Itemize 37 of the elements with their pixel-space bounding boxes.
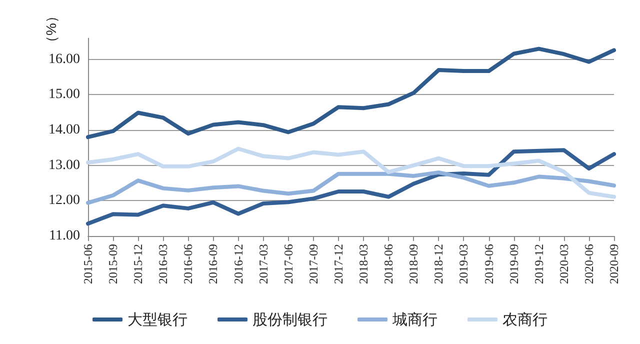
x-tick-label: 2017-12 <box>331 244 346 284</box>
x-tick-label: 2017-03 <box>256 244 270 284</box>
y-tick-label: 15.00 <box>48 87 80 102</box>
x-tick-label: 2018-12 <box>432 244 446 284</box>
x-tick-label: 2017-09 <box>306 244 320 284</box>
x-tick-label: 2018-06 <box>382 244 396 284</box>
x-tick-label: 2020-03 <box>556 244 571 284</box>
legend-label: 城商行 <box>392 310 438 328</box>
x-tick-label: 2020-09 <box>607 244 621 284</box>
x-tick-label: 2018-03 <box>356 244 371 284</box>
line-series <box>86 170 616 205</box>
x-tick-label: 2020-06 <box>582 244 596 284</box>
x-tick-label: 2019-09 <box>506 244 521 284</box>
x-tick-label: 2017-06 <box>281 244 296 284</box>
x-tick-label: 2016-03 <box>156 244 170 284</box>
x-tick-label: 2015-06 <box>81 244 95 284</box>
legend-label: 大型银行 <box>128 310 188 328</box>
x-tick-label: 2019-12 <box>532 244 546 284</box>
y-tick-label: 11.00 <box>49 228 80 244</box>
x-tick-label: 2016-06 <box>181 244 196 284</box>
y-axis-title: （%） <box>43 9 59 50</box>
y-tick-label: 12.00 <box>48 193 80 208</box>
legend-label: 农商行 <box>502 310 548 328</box>
x-tick-label: 2018-09 <box>406 244 421 284</box>
y-tick-label: 16.00 <box>48 52 80 67</box>
y-tick-label: 13.00 <box>48 158 80 173</box>
x-tick-label: 2019-03 <box>456 244 471 284</box>
line-series <box>86 46 616 140</box>
line-series <box>86 146 616 199</box>
x-tick-label: 2019-06 <box>482 244 496 284</box>
x-tick-label: 2016-12 <box>231 244 246 284</box>
y-tick-label: 14.00 <box>48 122 80 138</box>
legend-label: 股份制银行 <box>252 310 328 328</box>
line-series <box>86 148 616 226</box>
x-tick-label: 2015-09 <box>106 244 120 284</box>
x-tick-label: 2015-12 <box>131 244 146 284</box>
x-tick-label: 2016-09 <box>206 244 220 284</box>
